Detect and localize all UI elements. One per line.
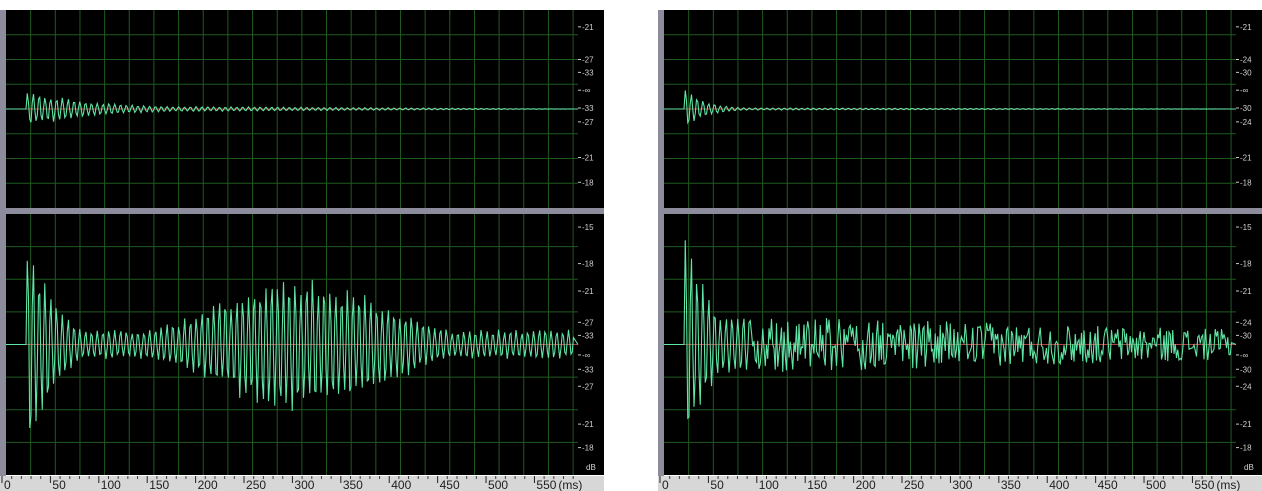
channel-separator [658,208,1262,214]
db-scale-label: -33 [582,68,594,77]
time-unit-label: (ms) [558,478,582,491]
db-scale-label: -∞ [1240,351,1249,360]
db-scale-label: -27 [582,56,594,65]
time-tick-label: 300 [952,478,972,491]
channel-separator [0,208,604,214]
time-ruler [0,476,604,491]
db-scale-label: -24 [1240,56,1252,65]
time-tick-label: 400 [1049,478,1069,491]
time-tick-label: 0 [662,478,669,491]
time-tick-label: 150 [807,478,827,491]
time-tick-label: 550 [1194,478,1214,491]
db-scale-label: -24 [1240,318,1252,327]
db-scale-label: -21 [1240,287,1252,296]
left-frame [658,10,664,476]
db-scale-label: -18 [582,178,594,187]
time-ruler [658,476,1262,491]
db-scale-label: -21 [1240,154,1252,163]
channel-top-db-scale [1236,10,1262,208]
time-tick-label: 550 [536,478,556,491]
db-scale-label: -21 [582,287,594,296]
db-scale-label: -27 [582,318,594,327]
waveform-display-left[interactable]: -21 -27 -33 -∞ -33 -27 -21 -18 -15 -18 -21 -27 -33 -∞… [0,0,604,491]
channel-bottom-db-scale [578,214,604,475]
db-scale-label: -27 [582,382,594,391]
db-scale-label: -18 [582,260,594,269]
time-tick-label: 500 [1146,478,1166,491]
db-scale-label: -30 [1240,68,1252,77]
db-scale-label: -33 [582,331,594,340]
waveform-editor-right[interactable]: -21 -24 -30 -∞ -30 -24 -21 -18 -15 -18 -21 -24 -30 -∞… [658,0,1262,491]
db-scale-label: -18 [1240,260,1252,269]
time-tick-label: 450 [440,478,460,491]
time-tick-label: 200 [198,478,218,491]
db-scale-label: -33 [582,365,594,374]
db-scale-label: -24 [1240,118,1252,127]
channel-top-db-scale [578,10,604,208]
time-tick-label: 500 [488,478,508,491]
db-scale-label: -24 [1240,382,1252,391]
channel-top-waveform [664,90,1236,125]
waveform-display-right[interactable]: -21 -24 -30 -∞ -30 -24 -21 -18 -15 -18 -21 -24 -30 -∞… [658,0,1262,491]
time-tick-label: 450 [1098,478,1118,491]
time-tick-label: 100 [101,478,121,491]
db-scale-label: -18 [1240,444,1252,453]
db-scale-label: -18 [582,444,594,453]
db-scale-label: -18 [1240,178,1252,187]
db-scale-label: -∞ [1240,86,1249,95]
time-tick-label: 100 [759,478,779,491]
db-scale-label: -30 [1240,331,1252,340]
db-scale-label: -30 [1240,104,1252,113]
time-tick-label: 350 [1001,478,1021,491]
time-tick-label: 400 [391,478,411,491]
left-frame [0,10,6,476]
waveform-editor-left[interactable]: -21 -27 -33 -∞ -33 -27 -21 -18 -15 -18 -21 -27 -33 -∞… [0,0,604,491]
time-unit-label: (ms) [1216,478,1240,491]
db-scale-label: -15 [582,223,594,232]
db-scale-label: -21 [582,154,594,163]
db-scale-label: -∞ [582,86,591,95]
time-tick-label: 300 [294,478,314,491]
channel-bottom-db-scale [1236,214,1262,475]
time-tick-label: 250 [246,478,266,491]
channel-top-waveform [6,93,578,123]
db-scale-label: -15 [1240,223,1252,232]
db-scale-label: -∞ [582,351,591,360]
db-unit-label: dB [1244,463,1254,472]
db-scale-label: -33 [582,104,594,113]
db-scale-label: -30 [1240,365,1252,374]
time-tick-label: 350 [343,478,363,491]
time-tick-label: 50 [710,478,724,491]
time-tick-label: 200 [856,478,876,491]
db-unit-label: dB [586,463,596,472]
db-scale-label: -21 [1240,420,1252,429]
time-tick-label: 250 [904,478,924,491]
time-tick-label: 0 [4,478,11,491]
db-scale-label: -21 [582,420,594,429]
db-scale-label: -21 [582,23,594,32]
time-tick-label: 150 [149,478,169,491]
db-scale-label: -21 [1240,23,1252,32]
channel-bottom-waveform [6,260,579,429]
time-tick-label: 50 [52,478,66,491]
db-scale-label: -27 [582,118,594,127]
channel-bottom-waveform [664,240,1237,420]
